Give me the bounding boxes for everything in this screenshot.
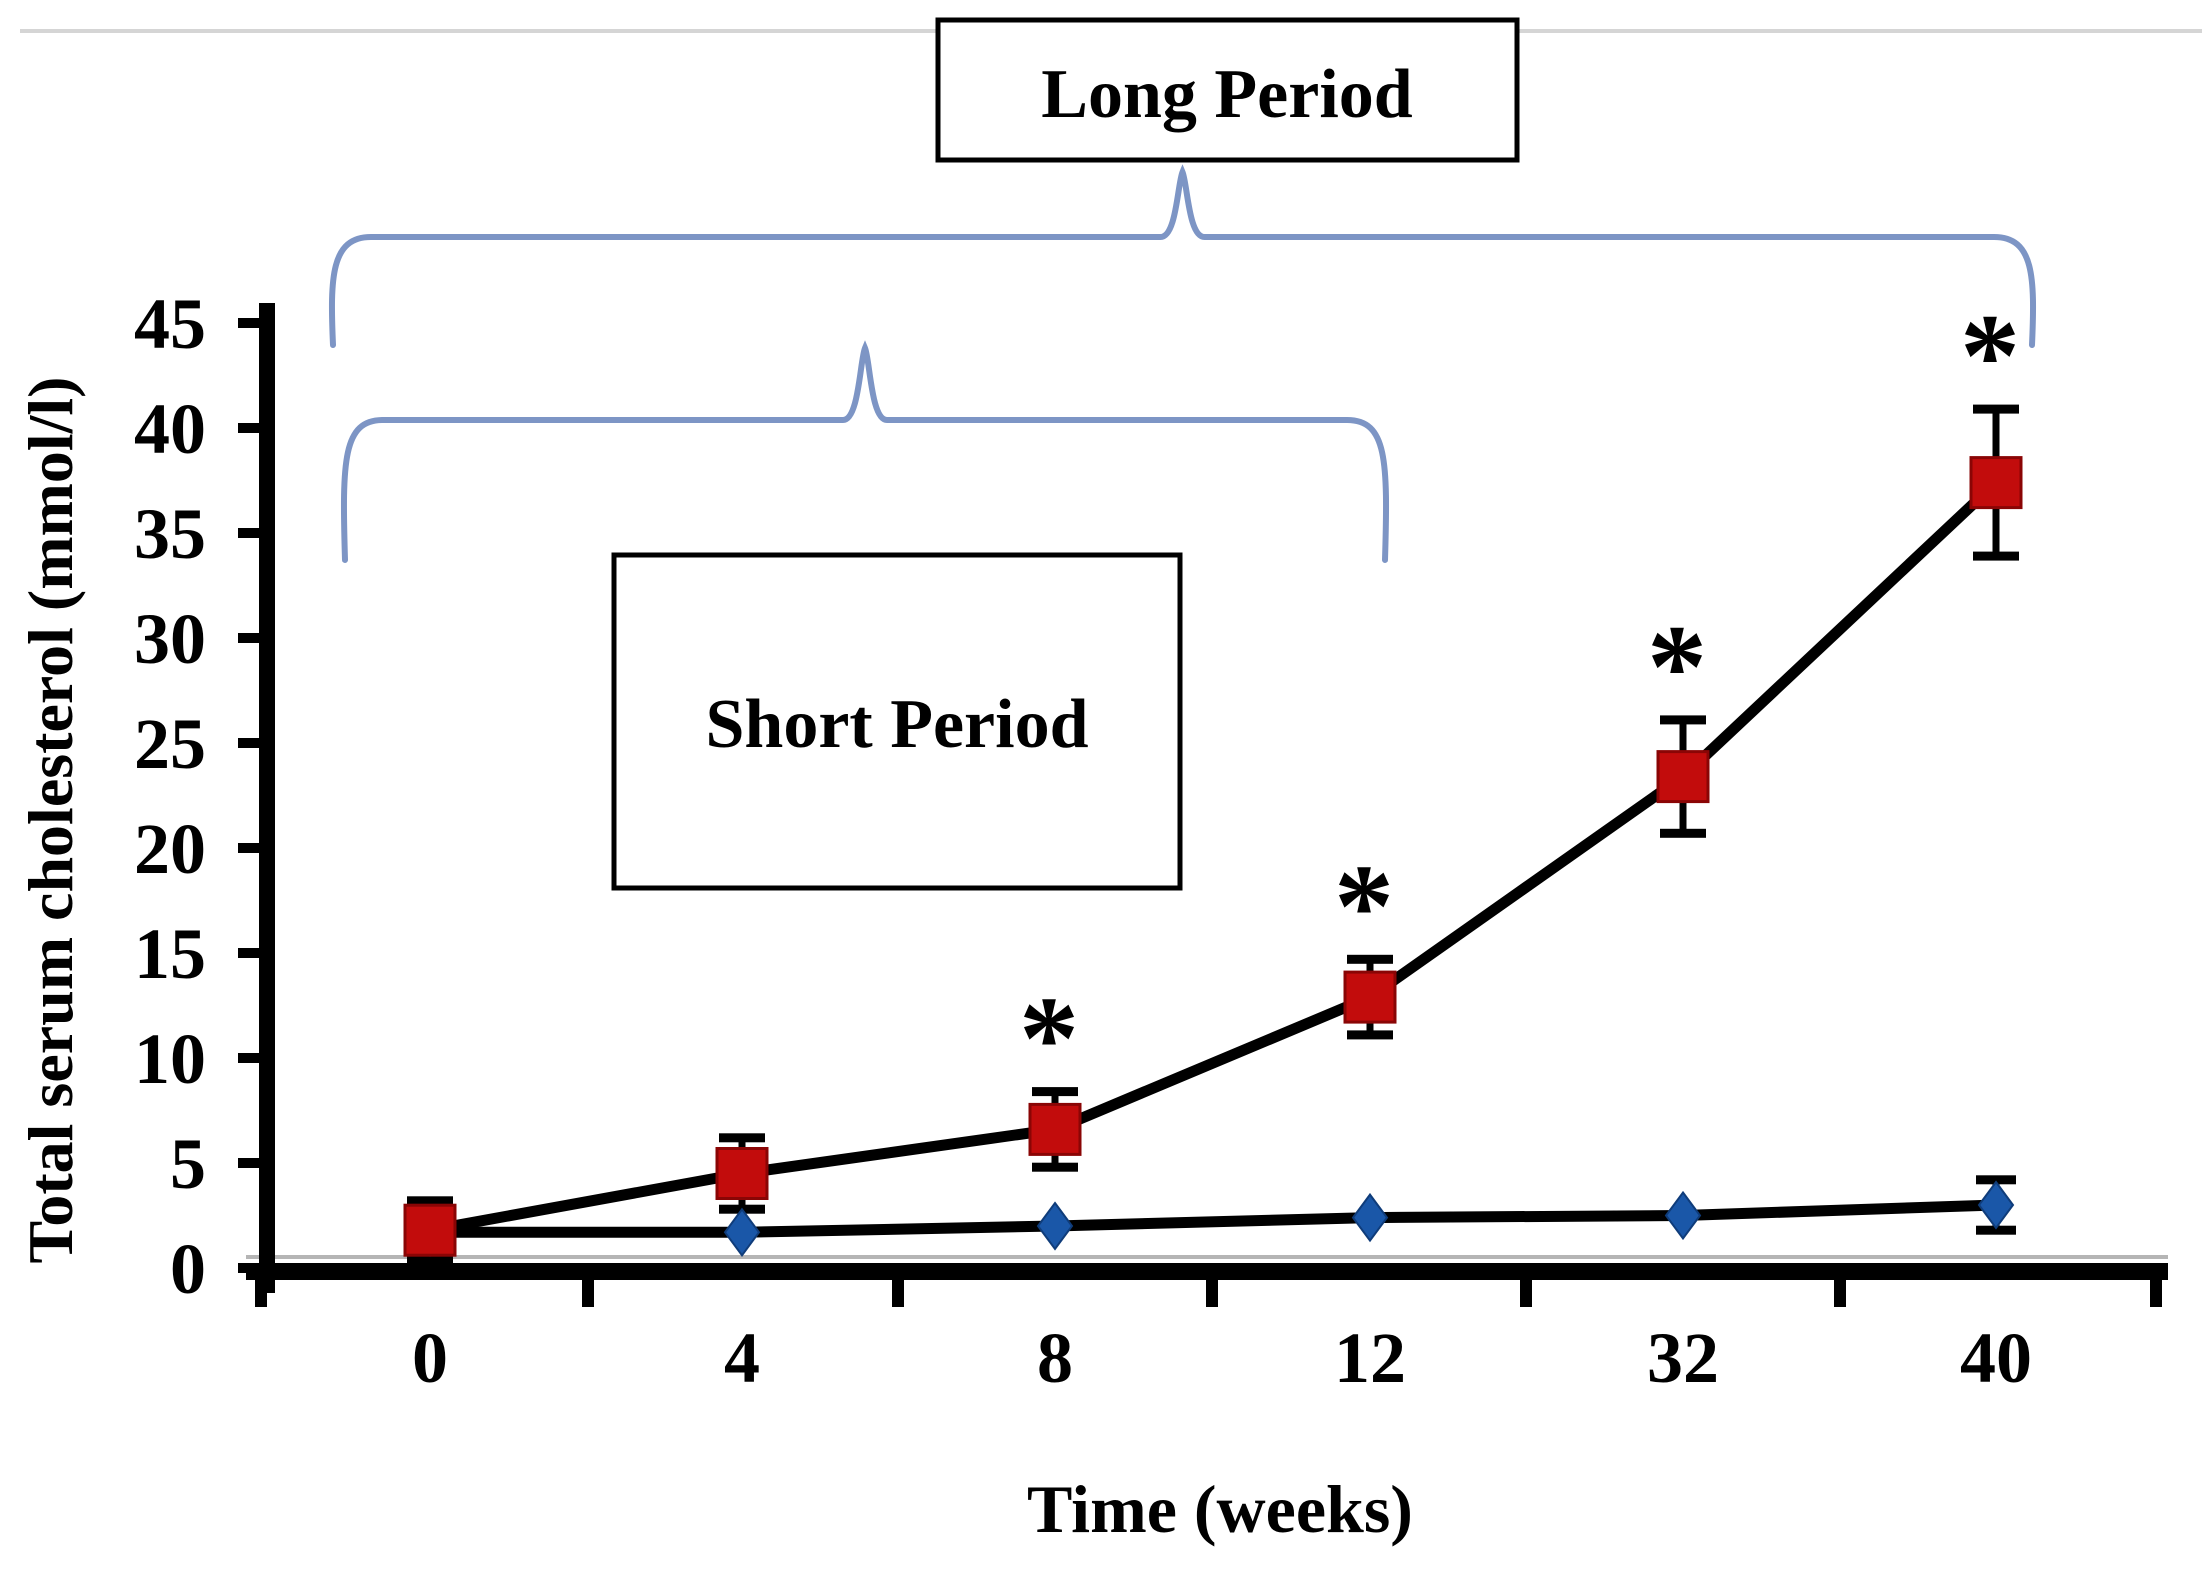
y-tick [238, 318, 262, 328]
x-tick-label: 12 [1334, 1318, 1406, 1398]
y-tick [238, 1263, 262, 1273]
red-square-series-error-cap [1032, 1087, 1078, 1097]
red-square-marker [1343, 970, 1397, 1024]
red-square-marker [1028, 1102, 1082, 1156]
red-square-series-error-cap [1973, 551, 2019, 561]
y-tick [238, 633, 262, 643]
red-square-series-error-cap [1347, 1030, 1393, 1040]
red-square-series-line [429, 478, 2000, 1236]
blue-diamond-series-error-cap [1976, 1175, 2016, 1185]
y-tick [238, 423, 262, 433]
blue-diamond-marker [723, 1207, 761, 1257]
y-tick [238, 528, 262, 538]
significance-asterisk: * [1960, 289, 2020, 422]
x-tick-label: 40 [1960, 1318, 2032, 1398]
y-tick [238, 843, 262, 853]
y-axis-title: Total serum cholesterol (mmol/l) [15, 377, 86, 1264]
y-tick-label: 30 [134, 599, 206, 679]
short-period-box-border [611, 552, 1183, 891]
x-tick-label: 0 [412, 1318, 448, 1398]
y-tick [238, 1158, 262, 1168]
x-tick-label: 4 [724, 1318, 760, 1398]
x-axis-line [246, 1263, 2168, 1280]
y-tick-label: 40 [134, 389, 206, 469]
y-axis-ticks [238, 318, 262, 1273]
y-tick-label: 0 [170, 1229, 206, 1309]
red-square-marker [403, 1203, 457, 1257]
x-tick [1834, 1280, 1846, 1307]
significance-asterisks: * * * * [1019, 289, 2020, 1105]
red-square-series-error-cap [1660, 715, 1706, 725]
blue-diamond-marker [1036, 1201, 1074, 1251]
red-square-series-error-cap [719, 1133, 765, 1143]
x-axis-shadow-line [246, 1255, 2168, 1259]
period-braces [328, 164, 2037, 563]
x-tick [1520, 1280, 1532, 1307]
y-tick-label: 35 [134, 494, 206, 574]
blue-diamond-series-line [430, 1199, 1997, 1238]
y-tick [238, 738, 262, 748]
blue-diamond-series-error-cap [1976, 1225, 2016, 1235]
x-tick [582, 1280, 594, 1307]
x-axis-ticks [255, 1280, 2162, 1307]
y-tick-label: 25 [134, 704, 206, 784]
long-period-box-border [935, 17, 1520, 163]
significance-asterisk: * [1647, 600, 1707, 733]
x-axis-title: Time (weeks) [1027, 1471, 1413, 1547]
x-tick [1206, 1280, 1218, 1307]
short-period-label: Short Period [705, 686, 1088, 763]
y-tick-label: 15 [134, 914, 206, 994]
red-square-marker [1969, 456, 2023, 510]
y-tick-label: 5 [170, 1124, 206, 1204]
significance-asterisk: * [1334, 839, 1394, 972]
blue-diamond-marker [1664, 1190, 1702, 1241]
red-square-marker [715, 1147, 769, 1200]
long-period-label: Long Period [1041, 56, 1412, 133]
significance-asterisk: * [1019, 972, 1079, 1105]
x-tick [2150, 1280, 2162, 1307]
data-series [403, 404, 2023, 1265]
long-period-brace [328, 164, 2037, 348]
blue-diamond-marker [1351, 1192, 1389, 1243]
y-tick-label: 20 [134, 809, 206, 889]
x-tick [892, 1280, 904, 1307]
x-axis-tick-labels: 0 4 8 12 32 40 [412, 1318, 2032, 1398]
red-square-series-error-cap [1347, 954, 1393, 964]
red-square-series-error-cap [1973, 404, 2019, 414]
axes [246, 303, 2168, 1293]
y-tick-label: 10 [134, 1019, 206, 1099]
y-axis-tick-labels: 0 5 10 15 20 25 30 35 40 45 [134, 284, 206, 1309]
y-tick [238, 948, 262, 958]
y-tick [238, 1053, 262, 1063]
x-tick-label: 8 [1037, 1318, 1073, 1398]
red-square-series-error-cap [1032, 1162, 1078, 1172]
short-period-box: Short Period [611, 552, 1183, 891]
red-square-series-error-cap [407, 1196, 453, 1206]
x-tick [255, 1280, 267, 1307]
x-tick-label: 32 [1647, 1318, 1719, 1398]
blue-diamond-marker [1977, 1180, 2015, 1230]
y-axis-line [259, 303, 275, 1293]
red-square-marker [1656, 750, 1710, 804]
short-period-brace [340, 340, 1390, 563]
long-period-box: Long Period [935, 17, 1520, 163]
red-square-series-error-cap [1660, 828, 1706, 838]
y-tick-label: 45 [134, 284, 206, 364]
red-square-series-error-cap [407, 1255, 453, 1265]
